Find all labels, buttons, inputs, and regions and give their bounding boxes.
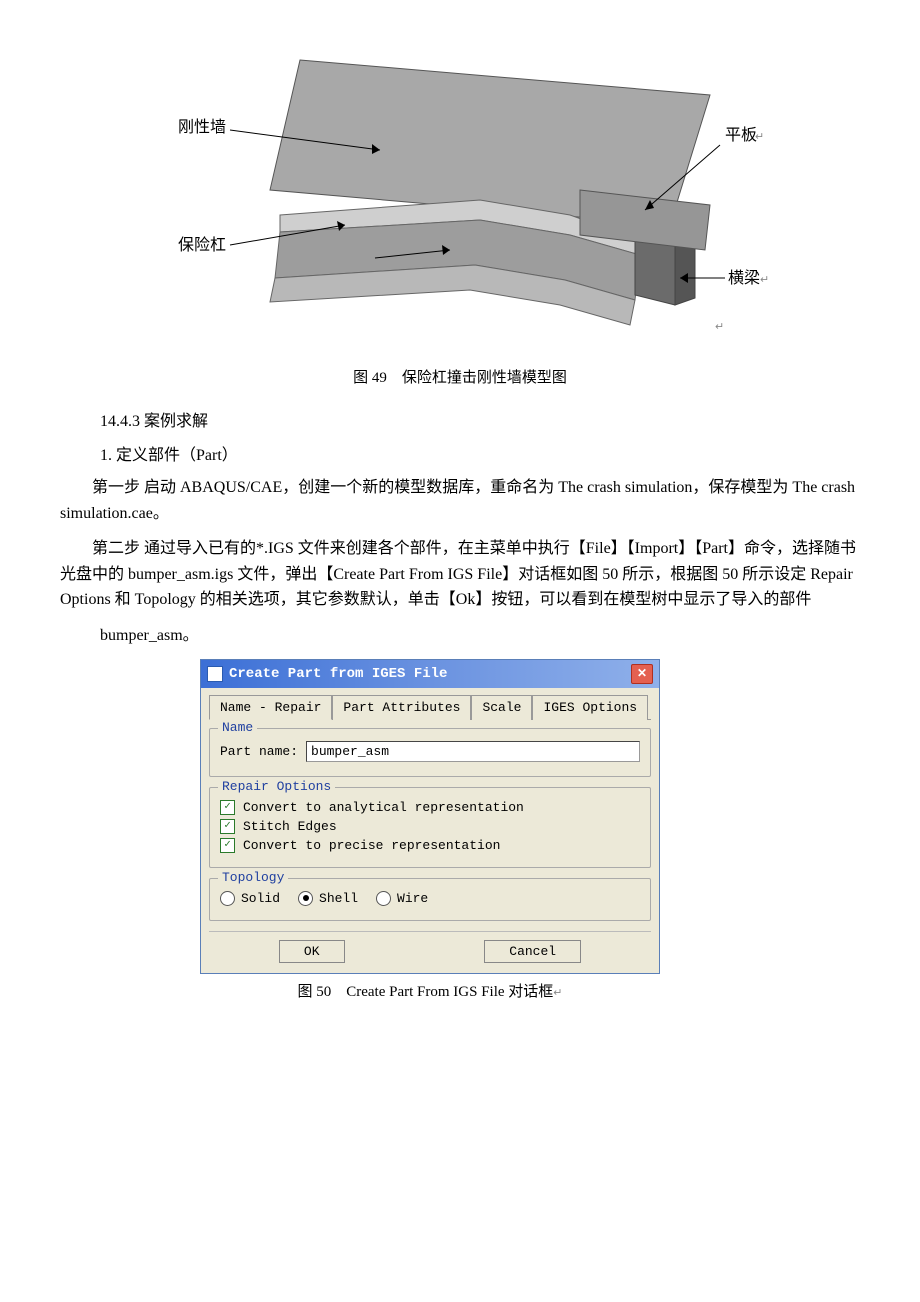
label-stitch-edges: Stitch Edges	[243, 819, 337, 834]
input-part-name[interactable]: bumper_asm	[306, 741, 640, 762]
section-heading: 14.4.3 案例求解	[100, 407, 860, 431]
paragraph-2: 第二步 通过导入已有的*.IGS 文件来创建各个部件，在主菜单中执行【File】…	[60, 536, 860, 613]
legend-name: Name	[218, 720, 257, 735]
cancel-button[interactable]: Cancel	[484, 940, 581, 963]
label-wire: Wire	[397, 891, 428, 906]
button-row: OK Cancel	[209, 931, 651, 963]
tab-scale[interactable]: Scale	[471, 695, 532, 720]
tab-iges-options[interactable]: IGES Options	[532, 695, 648, 720]
label-plate: 平板	[725, 126, 757, 144]
checkbox-convert-analytical[interactable]: ✓	[220, 800, 235, 815]
dialog-create-part: Create Part from IGES File ✕ Name - Repa…	[200, 659, 660, 974]
label-solid: Solid	[241, 891, 280, 906]
label-beam: 横梁	[728, 269, 760, 287]
label-wall: 刚性墙	[178, 118, 226, 136]
fieldset-topology: Topology Solid Shell Wire	[209, 878, 651, 921]
checkbox-convert-precise[interactable]: ✓	[220, 838, 235, 853]
radio-shell[interactable]	[298, 891, 313, 906]
checkbox-stitch-edges[interactable]: ✓	[220, 819, 235, 834]
close-button[interactable]: ✕	[631, 664, 653, 684]
dialog-title: Create Part from IGES File	[229, 666, 447, 682]
label-shell: Shell	[319, 891, 358, 906]
tab-part-attributes[interactable]: Part Attributes	[332, 695, 471, 720]
fieldset-name: Name Part name: bumper_asm	[209, 728, 651, 777]
step-heading: 1. 定义部件（Part）	[100, 441, 860, 465]
paragraph-3: bumper_asm。	[100, 623, 860, 649]
legend-repair: Repair Options	[218, 779, 335, 794]
ok-button[interactable]: OK	[279, 940, 345, 963]
app-icon	[207, 666, 223, 682]
figure-49: 刚性墙 保险杠 平板 横梁 ↵ ↵ ↵ 图 49 保险杠撞击刚性墙模型图	[60, 40, 860, 387]
svg-text:↵: ↵	[715, 321, 724, 333]
tab-strip: Name - Repair Part Attributes Scale IGES…	[209, 694, 651, 720]
label-convert-analytical: Convert to analytical representation	[243, 800, 524, 815]
legend-topology: Topology	[218, 870, 288, 885]
svg-text:↵: ↵	[755, 131, 764, 143]
dialog-titlebar: Create Part from IGES File ✕	[201, 660, 659, 688]
svg-text:↵: ↵	[760, 274, 769, 286]
radio-solid[interactable]	[220, 891, 235, 906]
tab-name-repair[interactable]: Name - Repair	[209, 695, 332, 720]
figure-50-caption: 图 50 Create Part From IGS File 对话框↵	[200, 980, 660, 1001]
fieldset-repair: Repair Options ✓ Convert to analytical r…	[209, 787, 651, 868]
figure-49-svg: 刚性墙 保险杠 平板 横梁 ↵ ↵ ↵	[150, 40, 770, 360]
label-part-name: Part name:	[220, 744, 298, 759]
figure-49-caption: 图 49 保险杠撞击刚性墙模型图	[60, 366, 860, 387]
label-bumper: 保险杠	[178, 236, 226, 254]
label-convert-precise: Convert to precise representation	[243, 838, 500, 853]
radio-wire[interactable]	[376, 891, 391, 906]
paragraph-1: 第一步 启动 ABAQUS/CAE，创建一个新的模型数据库，重命名为 The c…	[60, 475, 860, 526]
